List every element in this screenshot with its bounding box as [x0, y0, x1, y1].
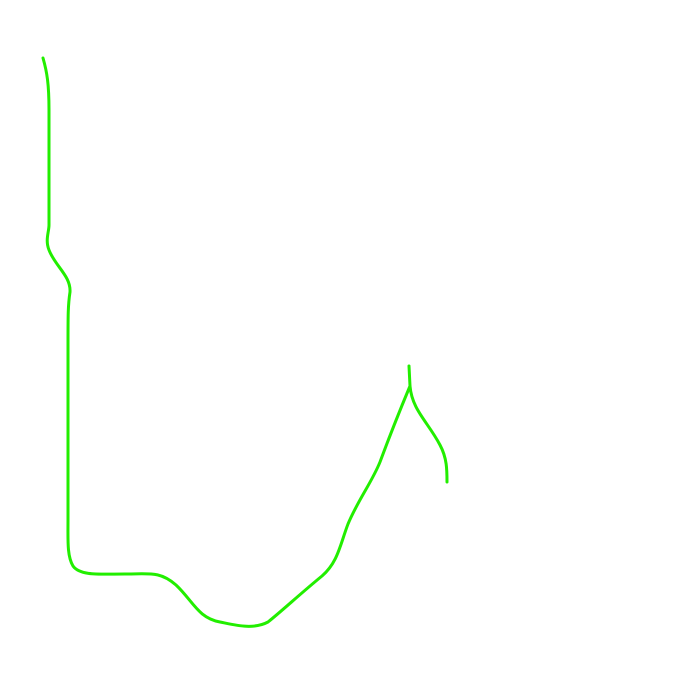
main-path	[41, 56, 412, 628]
branch-path	[408, 384, 449, 484]
